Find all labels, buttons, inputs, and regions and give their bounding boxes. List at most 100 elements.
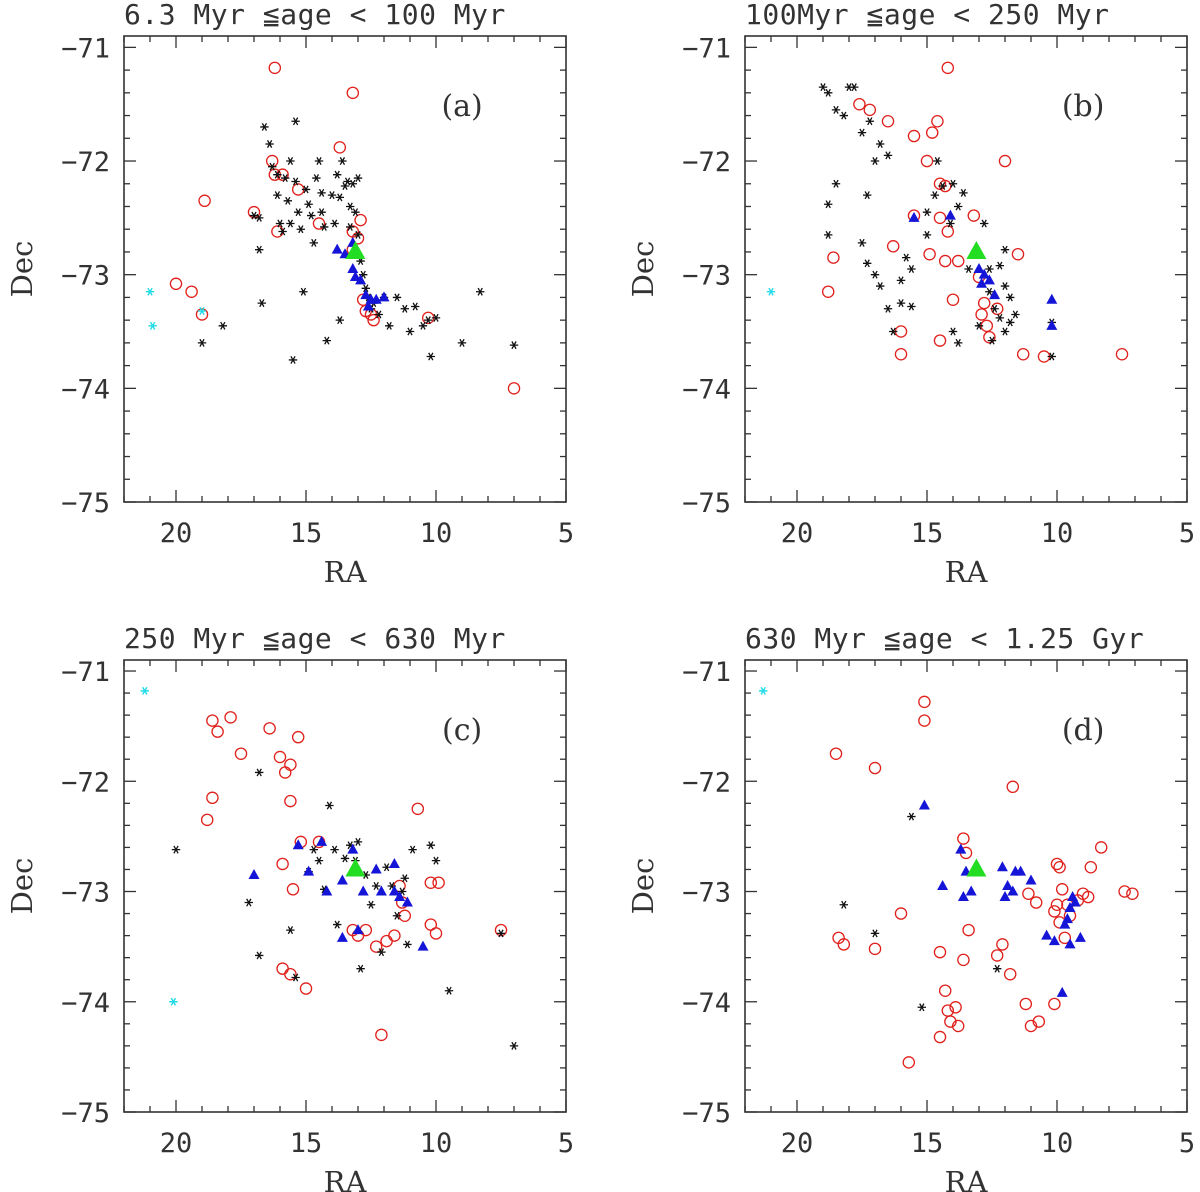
asterisk-point [309,238,318,247]
y-tick-label: −71 [61,657,110,688]
triangle-point [378,291,390,302]
circle-point [827,251,840,264]
y-tick-label: −74 [61,374,110,405]
asterisk-point [870,157,880,166]
y-tick-label: −73 [61,878,110,909]
asterisk-point [374,310,383,319]
asterisk-point [1000,282,1010,291]
asterisk-point [314,157,324,166]
circle-point [185,285,198,298]
asterisk-point [964,265,973,273]
panel-label: (a) [441,89,482,124]
triangle-point [1061,913,1073,924]
asterisk-point [257,299,266,308]
circle-point [286,883,300,896]
asterisk-point [946,219,955,228]
x-tick-label: 20 [781,518,814,549]
circle-point [367,313,380,327]
asterisk-point [346,202,355,211]
cyan-point [197,307,207,316]
asterisk-point [320,222,329,231]
triangle-point [1048,935,1060,946]
asterisk-point [283,196,292,205]
cyan-point [759,686,768,695]
asterisk-point [896,276,906,285]
y-tick-label: −72 [682,147,731,178]
triangle-point [248,868,260,879]
asterisk-point [990,304,999,313]
y-axis-label: Dec [5,858,39,915]
triangle-point [973,263,985,273]
triangle-point [983,274,995,285]
triangle-point [347,263,359,273]
circle-point [273,750,287,764]
asterisk-point [959,188,968,197]
asterisk-point [366,900,376,909]
asterisk-point [933,157,942,166]
triangle-point [292,839,304,850]
asterisk-point [340,854,350,863]
circle-point [200,813,214,827]
asterisk-point [325,801,334,810]
circle-point [494,923,508,937]
y-tick-label: −73 [682,261,731,292]
asterisk-point [403,940,412,949]
circle-point [1115,347,1129,361]
y-tick-label: −72 [61,767,110,798]
asterisk-point [309,845,318,854]
circle-point [1055,883,1069,896]
triangle-point [336,874,348,885]
asterisk-point [301,185,311,194]
circle-point [278,766,292,779]
asterisk-point [876,282,885,291]
circle-point [998,154,1012,168]
y-tick-label: −75 [61,1098,110,1129]
triangle-point [355,274,367,285]
circle-point [923,247,936,261]
asterisk-point [426,352,435,361]
triangle-point [1064,938,1076,949]
asterisk-point [408,845,417,854]
circle-point [990,949,1004,962]
asterisk-point [392,293,402,302]
circle-point [1016,347,1030,361]
circle-point [206,791,219,805]
circle-point [1032,1015,1046,1028]
circle-point [1048,905,1061,918]
asterisk-point [385,321,394,330]
asterisk-point [938,182,947,191]
triangle-point [1007,885,1019,896]
asterisk-point [839,111,848,120]
asterisk-point [1000,327,1010,336]
asterisk-point [286,219,295,228]
triangle-point [1015,865,1027,876]
asterisk-point [333,920,342,929]
circle-point [291,730,305,744]
circle-point [951,1019,965,1033]
asterisk-point [351,208,360,217]
circle-point [1053,861,1066,874]
asterisk-point [902,253,911,262]
x-tick-label: 10 [1041,1128,1074,1159]
triangle-point [352,924,364,935]
circle-point [907,129,921,143]
circle-point [206,714,219,727]
circle-point [1050,857,1064,871]
circle-point [1058,931,1072,945]
asterisk-point [353,174,363,183]
asterisk-point [457,338,467,347]
asterisk-point [255,768,264,777]
circle-point [346,86,360,100]
circle-point [821,285,835,298]
asterisk-point [333,170,342,179]
circle-point [224,711,237,724]
y-axis-label: Dec [626,858,660,915]
circle-point [211,725,224,738]
asterisk-point [327,191,337,200]
circle-point [312,217,326,230]
asterisk-point [824,230,833,239]
asterisk-point [424,316,433,325]
circle-point [983,330,996,344]
asterisk-point [824,200,833,209]
plot-frame [744,35,1188,503]
